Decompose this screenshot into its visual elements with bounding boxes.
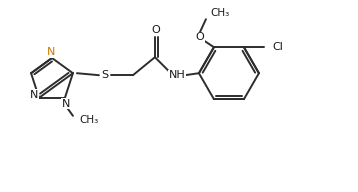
Text: O: O — [195, 32, 204, 42]
Text: N: N — [62, 99, 70, 109]
Text: NH: NH — [169, 70, 185, 80]
Text: CH₃: CH₃ — [210, 8, 229, 18]
Text: Cl: Cl — [272, 42, 283, 52]
Text: O: O — [151, 25, 160, 35]
Text: CH₃: CH₃ — [79, 115, 98, 125]
Text: N: N — [47, 47, 55, 57]
Text: S: S — [101, 70, 108, 80]
Text: N: N — [30, 90, 38, 100]
